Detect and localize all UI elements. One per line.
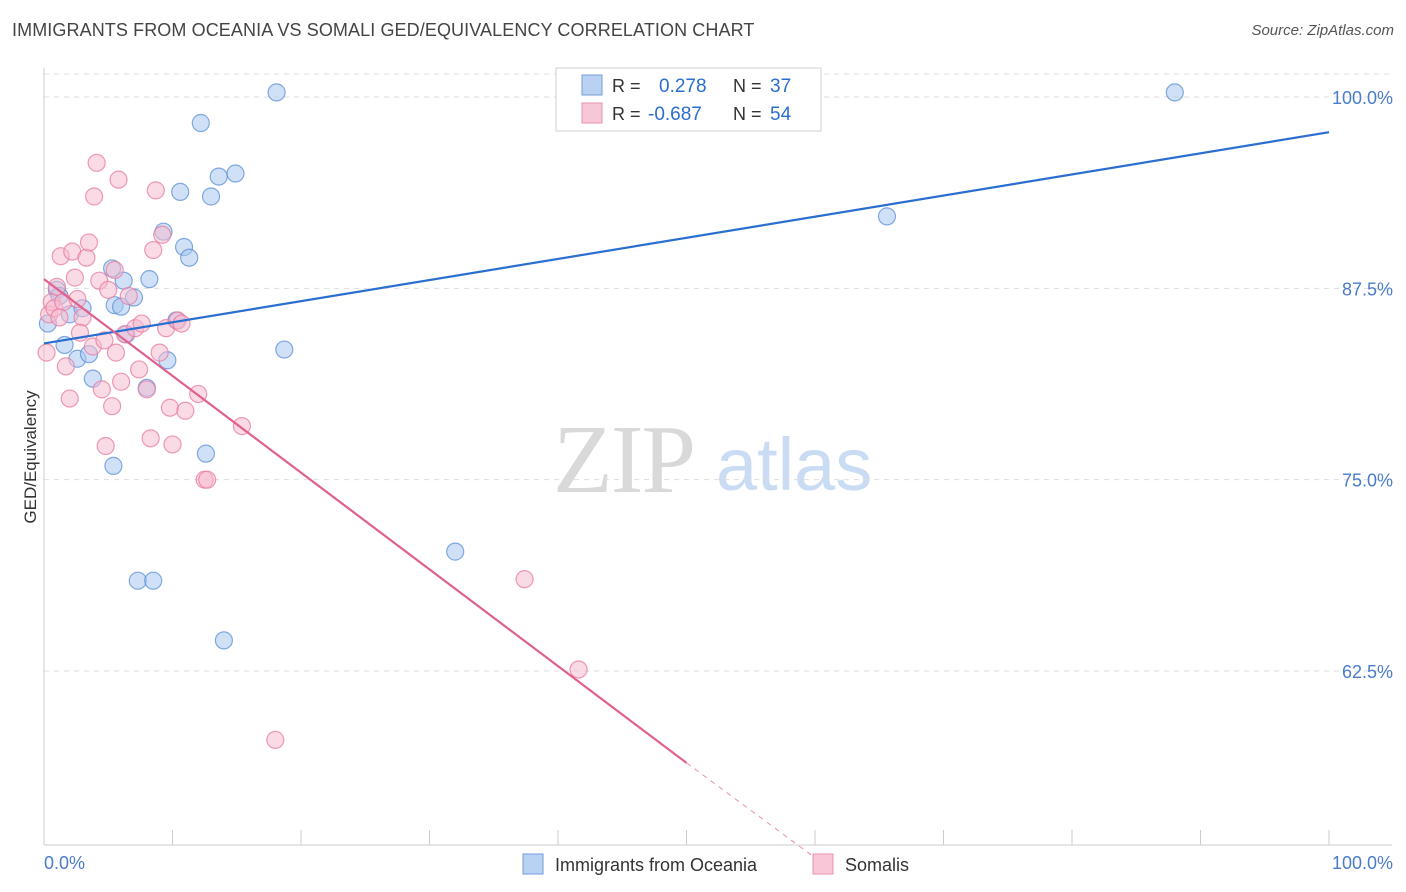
point-somalis-35 (144, 240, 163, 260)
point-somalis-52 (50, 308, 69, 327)
trend-extension-somalis (686, 762, 816, 859)
point-somalis-8 (60, 389, 79, 408)
y-axis-label: GED/Equivalency (21, 390, 40, 524)
legend-r-label-somalis: R = (612, 104, 641, 124)
trend-line-oceania (43, 131, 1330, 345)
legend-bottom-label-somalis: Somalis (845, 855, 909, 875)
point-somalis-38 (153, 225, 172, 244)
point-somalis-34 (141, 429, 160, 448)
point-somalis-47 (198, 470, 217, 489)
point-somalis-33 (137, 380, 156, 399)
x-tick-label-1: 100.0% (1332, 853, 1393, 873)
point-oceania-16 (140, 270, 159, 289)
point-somalis-14 (79, 233, 99, 252)
point-somalis-10 (65, 268, 84, 287)
legend-n-value-oceania: 37 (770, 76, 791, 97)
point-oceania-26 (201, 187, 221, 206)
point-somalis-44 (176, 401, 195, 420)
source-credit: Source: ZipAtlas.com (1251, 22, 1394, 39)
point-oceania-17 (144, 571, 163, 590)
point-somalis-25 (106, 343, 126, 362)
point-oceania-27 (209, 167, 228, 186)
point-somalis-36 (146, 181, 165, 200)
legend-bottom-swatch-somalis (812, 853, 834, 875)
point-oceania-36 (1165, 83, 1184, 102)
point-somalis-40 (160, 398, 180, 417)
legend-series: Immigrants from Oceania Somalis (522, 853, 909, 875)
point-oceania-21 (171, 182, 190, 202)
legend-bottom-label-oceania: Immigrants from Oceania (555, 855, 758, 875)
point-oceania-34 (446, 542, 465, 561)
point-somalis-22 (99, 280, 118, 299)
point-oceania-30 (267, 83, 286, 102)
legend-swatch-somalis (581, 102, 603, 124)
point-somalis-0 (37, 343, 56, 362)
watermark-atlas: atlas (716, 423, 872, 506)
y-tick-label-2: 87.5% (1342, 279, 1393, 299)
point-oceania-14 (104, 456, 123, 475)
point-somalis-49 (266, 730, 285, 749)
y-tick-label-3: 100.0% (1332, 88, 1393, 108)
x-axis-ticks (43, 830, 1330, 845)
point-somalis-29 (119, 286, 138, 306)
point-somalis-16 (85, 187, 104, 206)
legend-r-value-somalis: -0.687 (648, 104, 702, 125)
watermark-zip: ZIP (553, 406, 694, 514)
y-tick-label-1: 75.0% (1342, 471, 1393, 491)
y-axis-tick-labels: 62.5% 75.0% 87.5% 100.0% (1332, 88, 1393, 682)
point-somalis-37 (150, 343, 169, 362)
point-somalis-27 (111, 372, 131, 391)
point-oceania-35 (877, 207, 897, 226)
x-tick-label-0: 0.0% (44, 853, 85, 873)
point-somalis-13 (77, 248, 96, 267)
point-somalis-26 (109, 170, 128, 189)
point-somalis-51 (569, 660, 588, 679)
legend-n-label-oceania: N = (733, 76, 762, 96)
point-somalis-31 (129, 360, 149, 379)
point-oceania-28 (214, 631, 233, 650)
point-somalis-7 (56, 357, 75, 376)
gridlines (44, 73, 1392, 672)
legend-stats: R = 0.278 N = 37 R = -0.687 N = 54 (555, 67, 822, 132)
trend-line-somalis (43, 278, 688, 764)
point-somalis-23 (103, 397, 122, 416)
point-somalis-19 (92, 380, 111, 399)
legend-bottom-swatch-oceania (522, 853, 544, 875)
legend-n-value-somalis: 54 (770, 104, 792, 125)
scatter-points (37, 83, 1184, 749)
point-somalis-21 (96, 436, 115, 456)
point-oceania-24 (191, 113, 210, 133)
trend-lines (43, 131, 1330, 859)
x-axis-tick-labels: 0.0% 100.0% (44, 853, 1393, 873)
point-somalis-41 (163, 435, 182, 454)
legend-n-label-somalis: N = (733, 104, 762, 124)
chart-title: IMMIGRANTS FROM OCEANIA VS SOMALI GED/EQ… (12, 20, 755, 40)
legend-r-label-oceania: R = (612, 76, 641, 96)
legend-swatch-oceania (581, 74, 603, 96)
point-oceania-29 (226, 164, 245, 183)
point-oceania-23 (180, 248, 199, 267)
point-somalis-32 (132, 314, 151, 333)
point-somalis-20 (95, 331, 114, 350)
point-somalis-24 (105, 260, 124, 280)
point-somalis-43 (172, 314, 191, 333)
point-oceania-15 (128, 571, 147, 590)
legend-r-value-oceania: 0.278 (659, 76, 707, 97)
point-somalis-50 (515, 570, 534, 589)
point-oceania-31 (275, 340, 294, 359)
point-oceania-25 (196, 444, 216, 463)
point-somalis-17 (87, 153, 106, 172)
y-tick-label-0: 62.5% (1342, 662, 1393, 682)
